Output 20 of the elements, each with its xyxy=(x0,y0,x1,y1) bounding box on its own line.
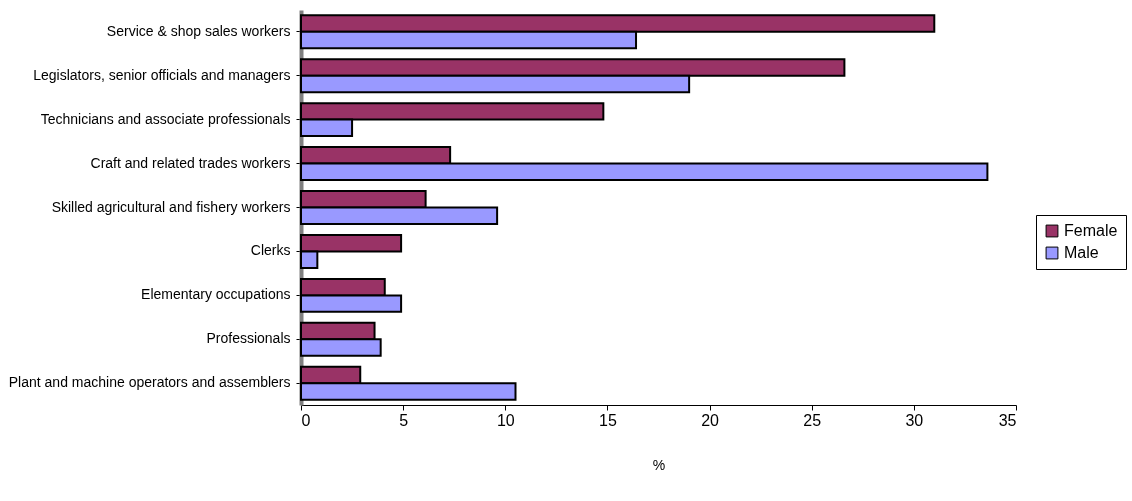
y-tick-label: Craft and related trades workers xyxy=(90,154,291,171)
y-tick-label: Legislators, senior officials and managers xyxy=(33,66,291,83)
x-tick-label: 5 xyxy=(399,411,409,429)
x-tick-label: 30 xyxy=(905,411,924,429)
x-axis-title: % xyxy=(652,456,666,473)
x-tick-label: 15 xyxy=(599,411,617,429)
y-tick-label: Clerks xyxy=(250,242,291,259)
y-tick-label: Plant and machine operators and assemblers xyxy=(8,374,291,391)
x-tick-label: 10 xyxy=(496,411,515,429)
legend-label: Female xyxy=(1064,222,1118,239)
x-tick-label: 0 xyxy=(301,411,311,429)
x-tick-label: 35 xyxy=(998,411,1017,429)
legend-label: Male xyxy=(1064,244,1099,261)
x-tick-label: 25 xyxy=(803,411,822,429)
x-tick-label: 20 xyxy=(701,411,720,429)
y-tick-label: Professionals xyxy=(206,330,291,347)
y-tick-label: Service & shop sales workers xyxy=(106,22,291,39)
y-tick-label: Technicians and associate professionals xyxy=(40,110,291,127)
y-tick-label: Skilled agricultural and fishery workers xyxy=(51,198,291,215)
y-tick-label: Elementary occupations xyxy=(141,286,291,303)
